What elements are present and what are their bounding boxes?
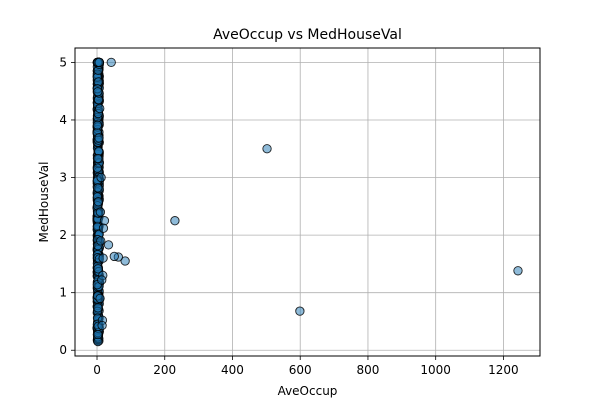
- data-point: [96, 236, 106, 246]
- data-point: [93, 329, 103, 340]
- data-point: [93, 264, 103, 274]
- data-point: [93, 183, 103, 193]
- x-tick-label: 1200: [488, 363, 519, 377]
- data-point: [95, 293, 105, 304]
- data-point: [92, 163, 103, 173]
- data-point: [94, 57, 104, 68]
- y-tick-label: 2: [59, 228, 67, 242]
- data-point: [97, 275, 107, 285]
- y-tick-label: 0: [59, 343, 67, 357]
- x-tick-label: 400: [221, 363, 244, 377]
- x-tick-label: 1000: [420, 363, 451, 377]
- y-tick-label: 4: [59, 113, 67, 127]
- x-tick-label: 0: [93, 363, 101, 377]
- data-point: [96, 172, 106, 183]
- y-axis-label: MedHouseVal: [37, 162, 51, 243]
- data-point: [93, 197, 103, 207]
- data-point: [106, 57, 116, 68]
- data-point: [92, 120, 103, 130]
- axis-ticks: 0 200 400 600 800 1000 1200 0 1 2 3 4 5: [59, 55, 518, 377]
- data-point: [95, 103, 105, 114]
- y-tick-label: 5: [59, 55, 67, 69]
- grid-lines: [75, 48, 540, 356]
- x-tick-label: 800: [357, 363, 380, 377]
- y-tick-label: 3: [59, 171, 67, 185]
- data-point: [94, 133, 104, 143]
- data-point: [97, 320, 107, 331]
- data-point: [99, 216, 110, 226]
- x-tick-label: 600: [289, 363, 312, 377]
- data-point: [95, 207, 106, 217]
- data-point: [120, 256, 130, 266]
- data-point: [103, 240, 114, 250]
- y-tick-label: 1: [59, 286, 67, 300]
- data-point: [98, 253, 108, 263]
- data-point: [170, 216, 180, 226]
- data-points: [92, 57, 523, 347]
- axes-frame: [74, 47, 541, 357]
- x-axis-label: AveOccup: [278, 384, 338, 398]
- data-point: [295, 306, 305, 316]
- x-tick-label: 200: [153, 363, 176, 377]
- data-point: [93, 87, 103, 97]
- chart-title: AveOccup vs MedHouseVal: [213, 27, 402, 43]
- data-point: [109, 251, 119, 262]
- data-point: [93, 153, 103, 164]
- data-point: [513, 266, 523, 276]
- data-point: [98, 223, 109, 233]
- data-point: [262, 144, 272, 154]
- data-point: [93, 303, 103, 313]
